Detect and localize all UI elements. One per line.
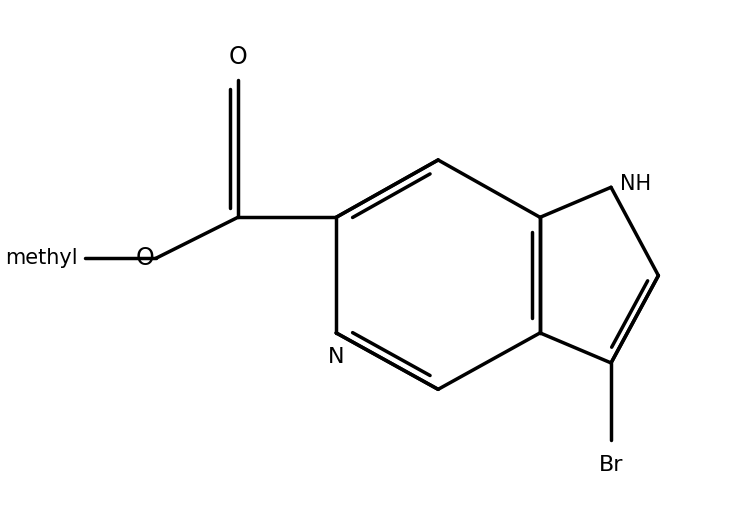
Text: O: O bbox=[136, 246, 154, 270]
Text: methyl: methyl bbox=[5, 248, 78, 268]
Text: Br: Br bbox=[599, 455, 624, 475]
Text: O: O bbox=[228, 45, 247, 69]
Text: NH: NH bbox=[620, 174, 651, 194]
Text: N: N bbox=[328, 348, 345, 367]
